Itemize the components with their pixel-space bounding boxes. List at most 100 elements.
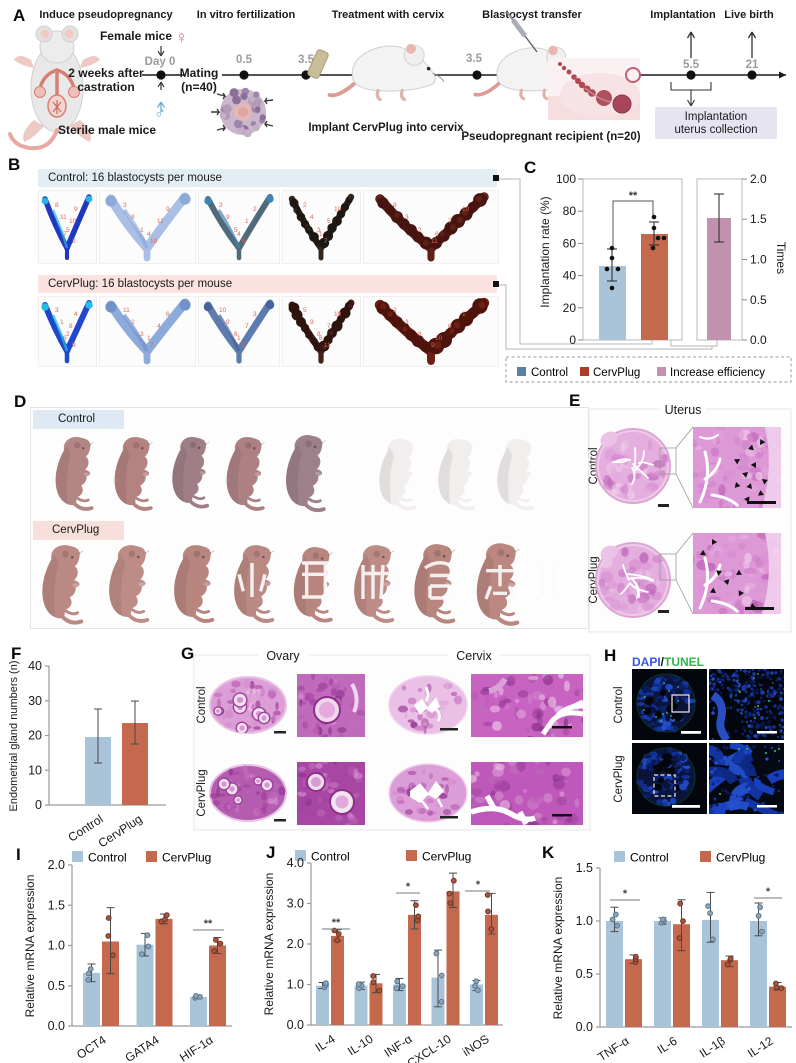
svg-text:8: 8 xyxy=(418,331,422,338)
svg-text:8: 8 xyxy=(131,214,135,221)
svg-text:30: 30 xyxy=(28,694,42,708)
svg-text:Control: Control xyxy=(613,686,625,723)
svg-text:*: * xyxy=(623,888,628,900)
svg-text:9: 9 xyxy=(226,319,230,326)
svg-text:9: 9 xyxy=(166,206,170,213)
svg-text:CervPlug: CervPlug xyxy=(613,755,625,802)
svg-text:Ovary: Ovary xyxy=(266,649,300,663)
svg-text:11: 11 xyxy=(431,238,438,245)
svg-text:8: 8 xyxy=(393,202,397,209)
svg-text:2.0: 2.0 xyxy=(287,937,304,951)
svg-text:0: 0 xyxy=(569,333,576,347)
svg-text:1.0: 1.0 xyxy=(48,939,65,953)
svg-text:TNF-α: TNF-α xyxy=(595,1034,631,1063)
svg-text:7: 7 xyxy=(150,342,154,349)
svg-text:In vitro fertilization: In vitro fertilization xyxy=(197,9,296,21)
svg-text:5: 5 xyxy=(66,227,70,234)
svg-text:2: 2 xyxy=(418,227,422,234)
svg-text:20: 20 xyxy=(563,301,577,315)
svg-text:IL-12: IL-12 xyxy=(745,1034,776,1061)
svg-text:Control: Control xyxy=(531,367,568,379)
svg-text:Induce pseudopregnancy: Induce pseudopregnancy xyxy=(39,9,173,21)
svg-text:Implantation rate (%): Implantation rate (%) xyxy=(538,196,552,307)
svg-text:7: 7 xyxy=(245,323,249,330)
svg-text:1.0: 1.0 xyxy=(750,253,767,267)
svg-text:5: 5 xyxy=(242,342,246,349)
svg-text:CervPlug: CervPlug xyxy=(593,367,640,379)
svg-text:Mating: Mating xyxy=(180,66,219,80)
svg-text:3: 3 xyxy=(140,331,144,338)
svg-text:6: 6 xyxy=(166,311,170,318)
svg-text:Times: Times xyxy=(774,242,788,274)
svg-text:Live birth: Live birth xyxy=(724,9,774,21)
svg-text:9: 9 xyxy=(72,342,76,349)
svg-text:10: 10 xyxy=(28,764,42,778)
svg-text:80: 80 xyxy=(563,204,577,218)
svg-text:1: 1 xyxy=(462,311,466,318)
svg-text:2: 2 xyxy=(253,206,257,213)
svg-text:5: 5 xyxy=(303,307,307,314)
svg-text:11: 11 xyxy=(123,307,130,314)
svg-text:Day 0: Day 0 xyxy=(145,56,176,68)
svg-text:9: 9 xyxy=(310,319,314,326)
svg-text:1.0: 1.0 xyxy=(287,978,304,992)
svg-text:0.0: 0.0 xyxy=(48,1019,65,1033)
svg-text:0.0: 0.0 xyxy=(287,1018,304,1032)
svg-text:CervPlug: CervPlug xyxy=(716,851,765,865)
svg-text:2: 2 xyxy=(66,331,70,338)
svg-text:(n=40): (n=40) xyxy=(181,80,217,94)
svg-text:*: * xyxy=(406,881,411,893)
svg-text:uterus collection: uterus collection xyxy=(674,124,757,136)
svg-text:Pseudopregnant recipient (n=20: Pseudopregnant recipient (n=20) xyxy=(461,131,640,143)
svg-text:Control: Control xyxy=(311,850,350,864)
svg-text:2: 2 xyxy=(303,202,307,209)
svg-text:7: 7 xyxy=(63,231,67,238)
svg-text:♂: ♂ xyxy=(154,105,166,122)
svg-text:2: 2 xyxy=(72,238,76,245)
svg-text:40: 40 xyxy=(28,659,42,673)
svg-text:Relative mRNA expression: Relative mRNA expression xyxy=(23,875,37,1018)
svg-text:2.0: 2.0 xyxy=(48,858,65,872)
svg-text:10: 10 xyxy=(150,238,158,245)
svg-text:3: 3 xyxy=(219,202,223,209)
svg-text:**: ** xyxy=(332,917,341,929)
svg-text:Cervix: Cervix xyxy=(456,649,492,663)
svg-text:6: 6 xyxy=(63,335,67,342)
svg-text:4: 4 xyxy=(310,214,314,221)
svg-text:0.0: 0.0 xyxy=(750,333,767,347)
svg-text:Control: Control xyxy=(630,851,669,865)
svg-text:0.5: 0.5 xyxy=(236,54,253,66)
svg-text:3: 3 xyxy=(123,202,127,209)
svg-text:Implantation: Implantation xyxy=(650,9,716,21)
svg-text:10: 10 xyxy=(334,311,342,318)
svg-text:10: 10 xyxy=(219,307,227,314)
svg-text:7: 7 xyxy=(324,238,328,245)
svg-text:2: 2 xyxy=(131,319,135,326)
svg-text:1.0: 1.0 xyxy=(576,914,593,928)
svg-text:8: 8 xyxy=(55,202,59,209)
svg-text:3: 3 xyxy=(405,319,409,326)
svg-text:3: 3 xyxy=(317,227,321,234)
svg-text:10: 10 xyxy=(435,335,443,342)
svg-text:8: 8 xyxy=(69,323,73,330)
svg-text:Control: Control xyxy=(196,686,208,723)
svg-text:Uterus: Uterus xyxy=(665,403,702,417)
svg-text:2: 2 xyxy=(393,307,397,314)
svg-text:2 weeks after: 2 weeks after xyxy=(68,66,144,80)
svg-text:6: 6 xyxy=(435,231,439,238)
svg-text:5: 5 xyxy=(327,218,331,225)
svg-text:11: 11 xyxy=(324,342,331,349)
svg-text:1: 1 xyxy=(237,335,241,342)
svg-text:0.5: 0.5 xyxy=(48,979,65,993)
svg-text:6: 6 xyxy=(448,323,452,330)
svg-text:9: 9 xyxy=(226,214,230,221)
svg-text:5: 5 xyxy=(234,227,238,234)
svg-text:Treatment with cervix: Treatment with cervix xyxy=(332,9,445,21)
svg-text:11: 11 xyxy=(157,218,164,225)
svg-text:1.5: 1.5 xyxy=(48,899,65,913)
svg-text:Endometrial gland numbers (n): Endometrial gland numbers (n) xyxy=(8,660,20,811)
svg-text:0.0: 0.0 xyxy=(576,1020,593,1034)
svg-text:DAPI/TUNEL: DAPI/TUNEL xyxy=(632,655,704,669)
svg-text:3.5: 3.5 xyxy=(466,53,483,65)
svg-text:7: 7 xyxy=(327,323,331,330)
